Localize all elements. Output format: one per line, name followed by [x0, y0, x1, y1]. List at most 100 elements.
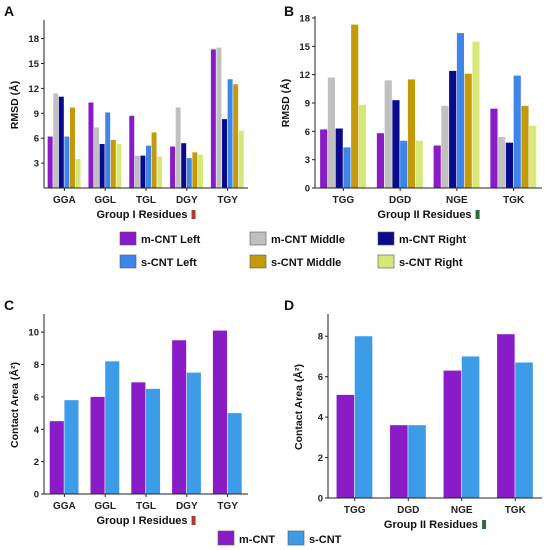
bar [472, 41, 480, 188]
bar [53, 93, 59, 188]
panel-letter: B [284, 3, 294, 19]
legend-item: s-CNT Right [377, 254, 463, 269]
panel-c: C 0 2 4 6 8 10 GGA GGL TGL DGY TGY Group I Residues C… [4, 297, 248, 527]
legend-swatch [377, 231, 395, 246]
y-tick-label: 3 [34, 159, 39, 170]
legend-label: m-CNT Middle [271, 234, 345, 246]
bar [343, 147, 351, 188]
bar [441, 105, 449, 188]
x-tick-label: GGA [53, 195, 76, 206]
y-tick-label: 15 [28, 59, 39, 70]
y-tick-label: 6 [305, 127, 310, 138]
x-axis-label: Group I Residues [96, 209, 187, 221]
bar [131, 382, 146, 494]
group-marker [482, 520, 487, 529]
bar [513, 75, 521, 188]
bar [392, 100, 400, 188]
legend-swatch [249, 254, 267, 269]
group-marker [475, 210, 480, 219]
y-tick-label: 10 [28, 328, 39, 339]
bar [354, 336, 373, 498]
legend-bottom: m-CNT s-CNT [217, 530, 342, 546]
x-tick-label: TGK [505, 505, 527, 516]
y-axis-label: Contact Area (Å²) [292, 364, 305, 450]
bar [336, 394, 355, 498]
y-axis-label: RMSD (Å) [279, 79, 292, 127]
legend-swatch [287, 530, 305, 546]
x-tick-label: NGE [446, 195, 468, 206]
x-tick-label: DGY [176, 195, 198, 206]
legend-swatch [119, 254, 137, 269]
y-tick-label: 3 [305, 155, 310, 166]
bar [170, 146, 176, 188]
bar [498, 137, 506, 188]
bar [186, 372, 201, 494]
legend-swatch [119, 231, 137, 246]
bar [47, 136, 53, 188]
bar [88, 102, 94, 188]
bar [210, 49, 216, 188]
y-tick-label: 2 [318, 453, 323, 464]
y-tick-label: 8 [318, 332, 323, 343]
bar [175, 107, 181, 188]
bar [238, 130, 244, 188]
x-axis-label: Group II Residues [384, 519, 478, 531]
bar [140, 155, 146, 188]
bar [90, 396, 105, 494]
panel-d: D 0 2 4 6 8 TGG DGD NGE TGK Group II Residues Conta… [284, 297, 542, 531]
bar [384, 80, 392, 188]
bar [515, 362, 533, 498]
legend-label: m-CNT [239, 534, 275, 546]
bar [320, 129, 328, 188]
legend-label: m-CNT Left [141, 234, 201, 246]
legend-item: s-CNT Middle [249, 254, 341, 269]
bar [376, 133, 385, 188]
bar [222, 119, 227, 188]
y-tick-label: 9 [34, 109, 39, 120]
bar [505, 142, 514, 188]
bar [335, 128, 343, 188]
bar [327, 77, 336, 188]
bar [192, 152, 198, 188]
legend-item: m-CNT Right [377, 231, 467, 246]
y-tick-label: 0 [318, 494, 323, 505]
bar [456, 33, 465, 188]
y-tick-label: 2 [34, 457, 39, 468]
bar [58, 96, 64, 188]
legend-item: s-CNT [287, 530, 342, 546]
bar [49, 421, 64, 494]
y-tick-label: 4 [34, 425, 40, 436]
bar [233, 84, 239, 188]
legend-item: m-CNT Left [119, 231, 201, 246]
y-axis-label: Contact Area (Å²) [8, 362, 21, 448]
bar [351, 24, 359, 188]
x-axis-label: Group II Residues [377, 209, 471, 221]
bar [464, 73, 472, 188]
bar [197, 154, 203, 188]
x-tick-label: TGL [136, 501, 156, 512]
panel-a: A 3 6 9 12 15 18 GGA GGL TGL DGY TGY Group I Residue… [4, 3, 248, 221]
x-tick-label: TGY [217, 501, 238, 512]
legend-top: m-CNT Left m-CNT Middle m-CNT Right s-CNT L… [119, 231, 467, 269]
y-tick-label: 12 [299, 70, 310, 81]
bar [64, 136, 70, 188]
y-tick-label: 6 [34, 392, 39, 403]
legend-label: s-CNT Middle [271, 257, 341, 269]
y-tick-label: 12 [28, 84, 39, 95]
bar [105, 112, 111, 188]
bar [400, 140, 408, 188]
x-tick-label: TGY [217, 195, 238, 206]
bar [94, 127, 100, 188]
y-tick-label: 9 [305, 99, 310, 110]
group-marker [191, 210, 196, 219]
bar [172, 340, 187, 494]
bar [110, 139, 116, 188]
y-tick-label: 8 [34, 360, 39, 371]
bar [116, 144, 122, 188]
y-tick-label: 15 [299, 42, 310, 53]
y-tick-label: 6 [318, 372, 323, 383]
bar [415, 140, 423, 188]
y-tick-label: 0 [34, 490, 39, 501]
legend-label: s-CNT Right [399, 257, 463, 269]
